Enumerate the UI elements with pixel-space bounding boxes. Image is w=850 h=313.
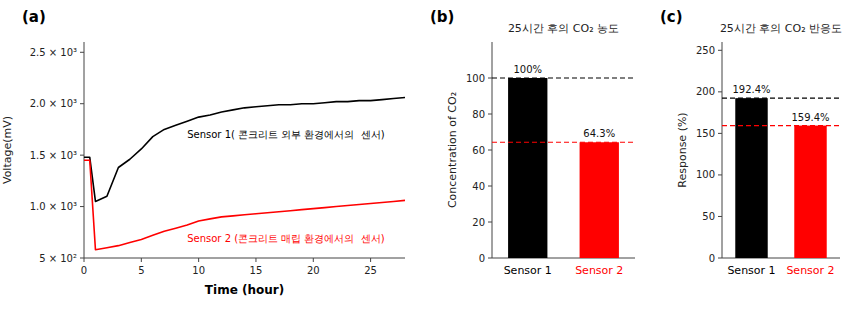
y-tick-label: 0	[709, 253, 715, 264]
data-label: 100%	[513, 64, 542, 75]
panel-label: (b)	[430, 8, 454, 26]
plot-area	[84, 98, 405, 250]
bar	[735, 98, 767, 258]
x-axis-line	[84, 258, 405, 259]
x-tick-label: 10	[192, 265, 205, 276]
panel: (b) 25시간 후의 CO₂ 농도 0 20 40 60 80 100 Concentrati…	[430, 8, 635, 277]
y-tick	[80, 155, 84, 156]
x-axis-label: Time (hour)	[205, 283, 284, 297]
y-axis-line	[84, 42, 85, 258]
y-tick-label: 150	[696, 128, 715, 139]
y-tick	[488, 114, 492, 115]
series-line	[84, 98, 405, 202]
data-label: 159.4%	[791, 112, 829, 123]
y-axis-line	[722, 42, 723, 258]
plot-area	[722, 98, 840, 258]
y-tick	[80, 206, 84, 207]
x-tick	[141, 258, 142, 262]
y-tick	[80, 52, 84, 53]
panel-label: (a)	[22, 8, 46, 26]
bar	[580, 142, 619, 258]
y-tick-label: 2.0 × 10³	[30, 98, 77, 109]
series-line	[84, 160, 405, 249]
y-tick-label: 20	[472, 217, 485, 228]
y-tick	[488, 222, 492, 223]
x-tick-label: 15	[250, 265, 263, 276]
y-tick	[718, 216, 722, 217]
y-tick	[718, 50, 722, 51]
x-tick-label: 20	[307, 265, 320, 276]
x-tick-label: 5	[138, 265, 144, 276]
bar	[508, 78, 547, 258]
series-label: Sensor 2 (콘크리트 매립 환경에서의 센서)	[187, 233, 385, 244]
y-axis-label: Concentration of CO₂	[446, 92, 459, 208]
reference-line	[492, 77, 635, 78]
y-tick-label: 0	[479, 253, 485, 264]
x-tick-label: Sensor 2	[575, 264, 623, 277]
y-tick-label: 2.5 × 10³	[30, 47, 77, 58]
y-tick-label: 100	[696, 169, 715, 180]
x-tick-label: 25	[364, 265, 377, 276]
y-tick	[80, 258, 84, 259]
y-tick-label: 40	[472, 181, 485, 192]
y-tick-label: 250	[696, 45, 715, 56]
y-axis-label: Response (%)	[676, 112, 689, 187]
reference-line	[722, 98, 840, 99]
y-tick	[718, 91, 722, 92]
y-tick-label: 60	[472, 145, 485, 156]
x-tick	[255, 258, 256, 262]
plot-area	[492, 78, 635, 258]
x-tick-label: Sensor 2	[786, 264, 834, 277]
bar	[794, 126, 826, 258]
y-tick-label: 80	[472, 109, 485, 120]
x-tick-label: 0	[81, 265, 87, 276]
title: 25시간 후의 CO₂ 반응도	[720, 22, 842, 35]
y-tick	[488, 78, 492, 79]
x-tick	[198, 258, 199, 262]
x-tick-label: Sensor 1	[504, 264, 552, 277]
y-tick	[718, 258, 722, 259]
y-axis-label: Voltage(mV)	[1, 116, 14, 184]
y-tick	[80, 103, 84, 104]
y-tick	[488, 150, 492, 151]
x-tick	[84, 258, 85, 262]
y-tick-label: 1.5 × 10³	[30, 150, 77, 161]
x-tick	[370, 258, 371, 262]
y-tick-label: 50	[702, 211, 715, 222]
y-tick	[488, 186, 492, 187]
panel: (c) 25시간 후의 CO₂ 반응도 0 50 100 150 200 250 Respons…	[660, 8, 842, 277]
data-label: 64.3%	[583, 128, 615, 139]
y-tick-label: 200	[696, 86, 715, 97]
series-label: Sensor 1( 콘크리트 외부 환경에서의 센서)	[187, 129, 385, 140]
x-tick	[313, 258, 314, 262]
y-tick-label: 100	[466, 73, 485, 84]
x-tick-label: Sensor 1	[727, 264, 775, 277]
y-tick	[718, 133, 722, 134]
y-tick	[488, 258, 492, 259]
data-label: 192.4%	[732, 84, 770, 95]
panel-label: (c)	[660, 8, 683, 26]
title: 25시간 후의 CO₂ 농도	[508, 22, 619, 35]
chart: (a) 5 × 10² 1.0 × 10³ 1.5 × 10³ 2.0 × 10³ 2.5…	[0, 0, 850, 313]
y-tick-label: 5 × 10²	[39, 253, 77, 264]
y-tick-label: 1.0 × 10³	[30, 201, 77, 212]
panel: (a) 5 × 10² 1.0 × 10³ 1.5 × 10³ 2.0 × 10³ 2.5…	[1, 8, 405, 297]
reference-line	[722, 125, 840, 126]
reference-line	[492, 142, 635, 143]
y-tick	[718, 174, 722, 175]
